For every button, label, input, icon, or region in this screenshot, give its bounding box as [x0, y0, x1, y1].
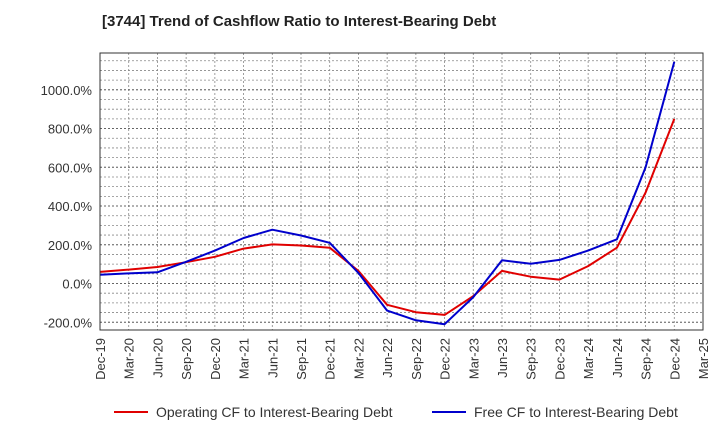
y-tick-label: 600.0% — [48, 160, 93, 175]
x-tick-label: Dec-21 — [323, 338, 338, 380]
legend-label-operating-cf: Operating CF to Interest-Bearing Debt — [156, 404, 393, 420]
operating-cf-line — [99, 118, 676, 316]
x-tick-label: Sep-24 — [639, 338, 654, 380]
x-tick-label: Mar-21 — [237, 338, 252, 379]
y-tick-label: 800.0% — [48, 122, 93, 137]
legend-label-free-cf: Free CF to Interest-Bearing Debt — [474, 404, 678, 420]
legend-item-free-cf: Free CF to Interest-Bearing Debt — [432, 404, 678, 420]
x-tick-label: Dec-22 — [438, 338, 453, 380]
legend-swatch-free-cf — [432, 411, 466, 413]
x-tick-label: Mar-23 — [466, 338, 481, 379]
x-tick-label: Jun-24 — [610, 338, 625, 378]
x-tick-label: Mar-20 — [122, 338, 137, 379]
x-tick-label: Sep-20 — [179, 338, 194, 380]
y-tick-label: 0.0% — [62, 277, 92, 292]
legend-swatch-operating-cf — [114, 411, 148, 413]
x-tick-label: Dec-23 — [552, 338, 567, 380]
x-tick-label: Jun-20 — [150, 338, 165, 378]
x-tick-label: Sep-23 — [524, 338, 539, 380]
grid-lines — [99, 53, 704, 330]
x-tick-label: Jun-22 — [380, 338, 395, 378]
y-tick-label: -200.0% — [44, 315, 93, 330]
chart-title: [3744] Trend of Cashflow Ratio to Intere… — [102, 13, 497, 30]
axes: -200.0% 0.0% 200.0% 400.0% 600.0% 800.0% 1000.… — [41, 52, 711, 380]
series-lines — [99, 61, 676, 326]
y-tick-label: 400.0% — [48, 199, 93, 214]
x-tick-label: Sep-22 — [409, 338, 424, 380]
x-tick-label: Sep-21 — [294, 338, 309, 380]
x-tick-label: Mar-24 — [581, 338, 596, 379]
legend: Operating CF to Interest-Bearing Debt Fr… — [0, 404, 720, 426]
x-tick-label: Dec-19 — [93, 338, 108, 380]
x-tick-label: Jun-23 — [495, 338, 510, 378]
plot-frame — [99, 52, 704, 331]
y-tick-label: 1000.0% — [41, 83, 93, 98]
x-tick-label: Mar-22 — [351, 338, 366, 379]
x-tick-label: Dec-20 — [208, 338, 223, 380]
x-tick-label: Dec-24 — [667, 338, 682, 380]
x-tick-label: Jun-21 — [265, 338, 280, 378]
x-tick-label: Mar-25 — [696, 338, 711, 379]
legend-item-operating-cf: Operating CF to Interest-Bearing Debt — [114, 404, 393, 420]
free-cf-line — [99, 61, 676, 326]
y-tick-label: 200.0% — [48, 238, 93, 253]
